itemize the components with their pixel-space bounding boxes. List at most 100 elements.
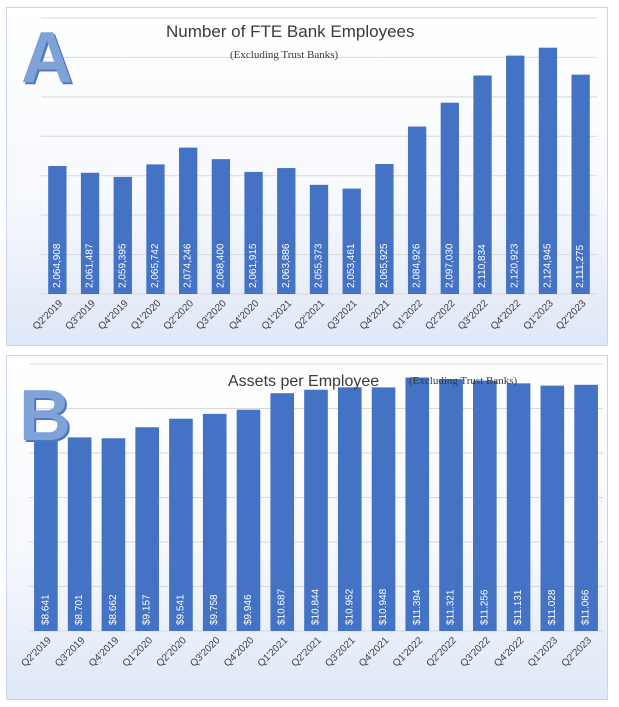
panel-label-b: B — [19, 376, 71, 456]
data-label: $11.321 — [446, 589, 457, 625]
tick-label: Q4'2020 — [227, 298, 262, 333]
data-label: 2,068,400 — [215, 243, 226, 288]
data-label: $8.662 — [108, 594, 119, 625]
assets-chart-panel: $8.641 Q2'2019 $8.701 Q3'2019 $8.662 Q4'2019 $… — [6, 355, 608, 700]
tick-label: Q3'2020 — [188, 635, 223, 670]
data-label: 2,059,395 — [117, 243, 128, 288]
bar — [405, 377, 430, 631]
bar — [236, 409, 261, 631]
employees-chart-subtitle: (Excluding Trust Banks) — [230, 49, 339, 61]
data-label: 2,061,487 — [85, 243, 96, 288]
bar — [571, 74, 590, 294]
bar — [407, 126, 427, 294]
data-label: 2,120,923 — [510, 243, 521, 288]
data-label: 2,111,275 — [575, 245, 586, 288]
tick-label: Q2'2023 — [554, 298, 589, 333]
tick-label: Q2'2022 — [425, 635, 460, 670]
data-label: $8.701 — [74, 594, 85, 625]
tick-label: Q4'2020 — [222, 635, 257, 670]
assets-chart: $8.641 Q2'2019 $8.701 Q3'2019 $8.662 Q4'2019 $… — [19, 363, 603, 670]
data-label: $11.131 — [513, 589, 524, 625]
data-label: 2,063,886 — [281, 243, 292, 288]
bar — [538, 47, 558, 294]
data-label: $10.948 — [378, 588, 389, 625]
tick-label: Q4'2021 — [358, 298, 393, 333]
tick-label: Q4'2022 — [492, 635, 527, 670]
data-label: $11.256 — [479, 589, 490, 625]
tick-label: Q4'2022 — [489, 298, 524, 333]
bar — [574, 384, 598, 631]
bar — [337, 387, 362, 631]
bar — [113, 176, 132, 294]
tick-label: Q1'2023 — [526, 635, 561, 670]
bar — [440, 102, 459, 295]
data-label: 2,065,925 — [379, 243, 390, 288]
bar — [506, 55, 525, 294]
data-label: 2,097,030 — [444, 243, 455, 288]
tick-label: Q2'2020 — [162, 298, 197, 333]
tick-label: Q2'2021 — [290, 635, 325, 670]
assets-chart-title: Assets per Employee — [228, 373, 380, 390]
tick-label: Q1'2021 — [260, 298, 295, 333]
bar — [304, 389, 328, 631]
bar — [375, 164, 394, 294]
data-label: 2,110,834 — [477, 244, 488, 288]
tick-label: Q3'2021 — [323, 635, 358, 670]
tick-label: Q2'2020 — [155, 635, 190, 670]
bar — [169, 418, 193, 631]
bar — [473, 75, 492, 294]
data-label: $10.844 — [311, 588, 322, 625]
bar — [146, 164, 165, 294]
data-label: $9.758 — [209, 594, 220, 625]
bar — [80, 172, 100, 294]
tick-label: Q2'2023 — [560, 635, 595, 670]
bar — [540, 385, 565, 631]
bar — [473, 380, 497, 631]
tick-label: Q4'2019 — [87, 635, 122, 670]
bar — [179, 147, 198, 294]
tick-label: Q3'2022 — [456, 298, 491, 333]
data-label: 2,064,908 — [52, 243, 63, 288]
tick-label: Q2'2021 — [293, 298, 328, 333]
tick-label: Q3'2020 — [194, 298, 229, 333]
tick-label: Q1'2023 — [522, 298, 557, 333]
data-label: 2,065,742 — [150, 243, 161, 288]
tick-label: Q3'2022 — [458, 635, 493, 670]
tick-label: Q2'2019 — [19, 635, 54, 670]
tick-label: Q4'2019 — [96, 298, 131, 333]
data-label: $9.541 — [175, 594, 186, 625]
bar — [506, 383, 531, 631]
tick-label: Q4'2021 — [357, 635, 392, 670]
data-label: $10.952 — [344, 588, 355, 625]
bar — [244, 171, 263, 294]
data-label: $9.157 — [142, 594, 153, 625]
tick-label: Q1'2020 — [121, 635, 156, 670]
data-label: $11.394 — [412, 589, 423, 625]
tick-label: Q2'2022 — [423, 298, 458, 333]
tick-label: Q1'2021 — [256, 635, 291, 670]
bar — [202, 413, 227, 631]
employees-chart-panel: 2,064,908 Q2'2019 2,061,487 Q3'2019 2,059,39… — [6, 7, 608, 346]
bar — [439, 379, 463, 631]
tick-label: Q2'2019 — [31, 298, 66, 333]
bar — [101, 438, 126, 631]
employees-chart-title: Number of FTE Bank Employees — [166, 22, 415, 41]
bar — [48, 166, 67, 294]
data-label: 2,055,373 — [314, 243, 325, 288]
tick-label: Q1'2022 — [391, 635, 426, 670]
data-label: 2,061,915 — [248, 243, 259, 288]
data-label: 2,074,246 — [183, 243, 194, 288]
tick-label: Q1'2022 — [391, 298, 426, 333]
bar — [309, 184, 329, 294]
bar — [67, 437, 92, 631]
tick-label: Q3'2021 — [325, 298, 360, 333]
bar — [270, 393, 295, 631]
bar — [277, 168, 296, 294]
data-label: 2,084,926 — [412, 243, 423, 288]
panel-label-a: A — [21, 18, 73, 98]
tick-label: Q3'2019 — [53, 635, 88, 670]
bar — [342, 188, 361, 294]
data-label: $9.946 — [243, 594, 254, 625]
data-label: 2,124,945 — [542, 243, 553, 288]
assets-chart-subtitle: (Excluding Trust Banks) — [409, 375, 518, 387]
